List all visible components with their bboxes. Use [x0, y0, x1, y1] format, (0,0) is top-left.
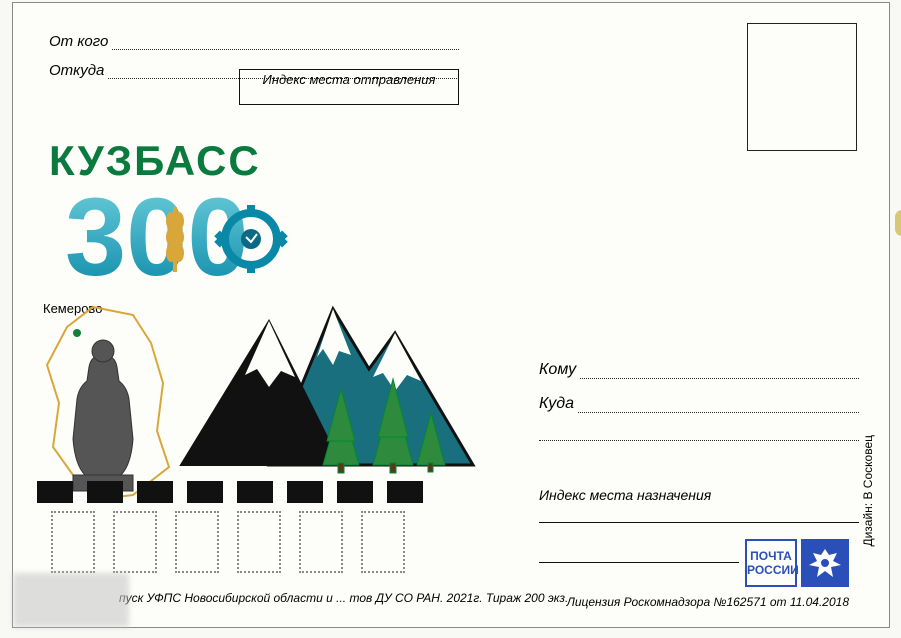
from-label: От кого: [49, 33, 108, 50]
sender-index-label: Индекс места отправления: [263, 72, 436, 87]
sender-index-box[interactable]: Индекс места отправления: [239, 69, 459, 105]
dest-index-label: Индекс места назначения: [539, 487, 711, 503]
envelope: От кого Откуда Индекс места отправления …: [12, 2, 890, 628]
from-line[interactable]: [112, 38, 459, 50]
pochta-rossii-logo: ПОЧТАРОССИИ: [745, 539, 849, 587]
pochta-text: ПОЧТАРОССИИ: [745, 539, 797, 587]
mountains-trees: [173, 285, 483, 475]
to-label: Кому: [539, 361, 576, 379]
recipient-block: Кому Куда: [539, 361, 859, 457]
blurred-region: [13, 573, 129, 627]
dest-index-box[interactable]: [539, 527, 739, 563]
dest-index-line[interactable]: [539, 505, 859, 523]
sorting-barcode: [37, 481, 447, 505]
stamp-box: [747, 23, 857, 151]
to-where-label: Куда: [539, 395, 574, 413]
logo-300: 300: [65, 177, 305, 297]
to-where-line2[interactable]: [539, 429, 859, 441]
license-text: Лицензия Роскомнадзора №162571 от 11.04.…: [567, 595, 849, 609]
scan-artifact: [895, 210, 901, 236]
map-statue: [33, 299, 185, 503]
postcode-cells[interactable]: [51, 511, 405, 573]
from-where-label: Откуда: [49, 62, 104, 79]
to-where-line[interactable]: [578, 401, 859, 413]
eagle-icon: [801, 539, 849, 587]
edition-footnote: пуск УФПС Новосибирской области и ... то…: [119, 591, 568, 605]
designer-credit: Дизайн: В Сосковец: [861, 435, 875, 547]
to-line[interactable]: [580, 367, 859, 379]
